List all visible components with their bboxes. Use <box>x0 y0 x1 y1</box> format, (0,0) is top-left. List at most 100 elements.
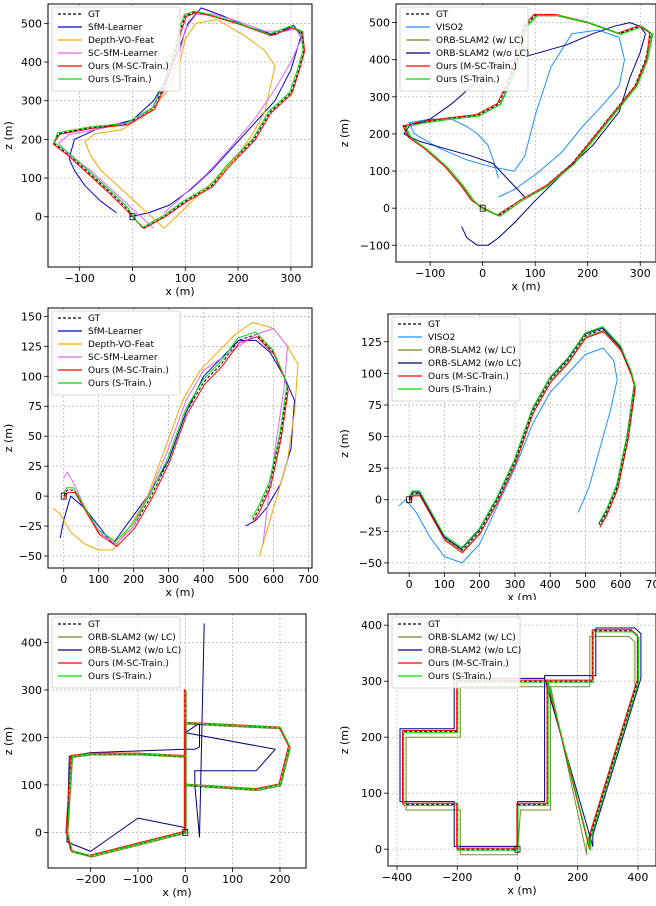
x-tick-label: 100 <box>434 578 455 591</box>
y-tick-label: 25 <box>28 460 42 473</box>
y-tick-label: 75 <box>368 399 382 412</box>
y-tick-label: 300 <box>21 684 42 697</box>
x-tick-label: 700 <box>298 573 319 586</box>
x-tick-label: 500 <box>575 578 596 591</box>
legend-label: GT <box>428 320 441 330</box>
y-tick-label: 300 <box>369 91 390 104</box>
x-tick-label: 200 <box>269 873 290 886</box>
legend-label: Ours (S-Train.) <box>88 379 152 389</box>
y-tick-label: 0 <box>375 494 382 507</box>
legend-label: Ours (M-SC-Train.) <box>88 366 169 376</box>
legend-label: Ours (M-SC-Train.) <box>436 62 517 72</box>
x-tick-label: −200 <box>442 871 472 884</box>
y-tick-label: 200 <box>21 731 42 744</box>
x-tick-label: 400 <box>627 871 648 884</box>
legend-label: Ours (M-SC-Train.) <box>428 372 509 382</box>
legend-label: ORB-SLAM2 (w/ LC) <box>428 346 516 356</box>
series-line <box>66 689 289 855</box>
y-tick-label: −50 <box>19 550 42 563</box>
legend-label: Ours (S-Train.) <box>88 672 152 682</box>
legend-label: ORB-SLAM2 (w/ LC) <box>436 36 524 46</box>
y-tick-label: 200 <box>369 128 390 141</box>
y-axis-label: z (m) <box>338 429 351 458</box>
legend-label: SfM-Learner <box>88 23 143 33</box>
y-tick-label: 0 <box>35 490 42 503</box>
y-tick-label: 400 <box>369 54 390 67</box>
x-tick-label: 0 <box>514 871 521 884</box>
x-tick-label: −100 <box>415 267 445 280</box>
x-tick-label: 0 <box>60 573 67 586</box>
y-tick-label: −25 <box>19 520 42 533</box>
legend: GTSfM-LearnerDepth-VO-FeatSC-SfM-Learner… <box>52 311 180 395</box>
y-tick-label: 75 <box>28 400 42 413</box>
x-tick-label: 400 <box>193 573 214 586</box>
legend-label: ORB-SLAM2 (w/o LC) <box>428 359 521 369</box>
legend-label: Depth-VO-Feat <box>88 36 154 46</box>
y-tick-label: 500 <box>21 17 42 30</box>
legend-label: SC-SfM-Learner <box>88 353 158 363</box>
x-tick-label: 200 <box>228 272 249 285</box>
x-tick-label: 300 <box>630 267 651 280</box>
legend-label: GT <box>88 10 101 20</box>
y-tick-label: 0 <box>375 843 382 856</box>
x-tick-label: −100 <box>123 873 153 886</box>
y-tick-label: 125 <box>21 340 42 353</box>
legend-label: ORB-SLAM2 (w/o LC) <box>436 49 529 59</box>
y-tick-label: 150 <box>21 310 42 323</box>
legend-label: ORB-SLAM2 (w/ LC) <box>428 633 516 643</box>
x-tick-label: 0 <box>182 873 189 886</box>
legend-label: Ours (S-Train.) <box>428 672 492 682</box>
y-tick-label: 0 <box>35 211 42 224</box>
x-axis-label: x (m) <box>511 280 540 293</box>
series-line <box>67 690 290 856</box>
legend-label: Ours (M-SC-Train.) <box>88 62 169 72</box>
y-tick-label: 300 <box>361 675 382 688</box>
legend: GT SfM-Learner Depth-VO-Feat SC-SfM-Learner… <box>52 7 180 91</box>
x-tick-label: 100 <box>88 573 109 586</box>
y-axis-label: z (m) <box>2 121 15 150</box>
y-tick-label: 50 <box>28 430 42 443</box>
legend-label: Ours (S-Train.) <box>428 385 492 395</box>
y-tick-label: 25 <box>368 462 382 475</box>
x-tick-label: 0 <box>406 578 413 591</box>
y-axis-label: z (m) <box>338 119 351 148</box>
y-tick-label: 100 <box>369 165 390 178</box>
y-tick-label: −100 <box>360 239 390 252</box>
legend-label: ORB-SLAM2 (w/o LC) <box>88 646 181 656</box>
x-tick-label: 600 <box>263 573 284 586</box>
series-line <box>67 690 290 856</box>
x-tick-label: 200 <box>123 573 144 586</box>
x-tick-label: 200 <box>469 578 490 591</box>
y-tick-label: 200 <box>21 133 42 146</box>
legend-label: GT <box>88 314 101 324</box>
x-tick-label: 200 <box>577 267 598 280</box>
y-tick-label: 0 <box>383 202 390 215</box>
y-tick-label: 100 <box>21 172 42 185</box>
legend-label: SC-SfM-Learner <box>88 49 158 59</box>
y-tick-label: 125 <box>361 336 382 349</box>
y-tick-label: 300 <box>21 95 42 108</box>
x-axis-label: x (m) <box>165 586 194 599</box>
legend-label: Ours (S-Train.) <box>88 75 152 85</box>
legend-label: Ours (M-SC-Train.) <box>88 659 169 669</box>
x-tick-label: 300 <box>158 573 179 586</box>
x-tick-label: 200 <box>567 871 588 884</box>
y-axis-label: z (m) <box>338 726 351 755</box>
x-tick-label: 100 <box>175 272 196 285</box>
x-tick-label: 400 <box>540 578 561 591</box>
y-tick-label: −50 <box>359 557 382 570</box>
trajectory-panel-4: 0100200300400500600700−50−25025507510012… <box>336 300 656 600</box>
legend-label: ORB-SLAM2 (w/o LC) <box>428 646 521 656</box>
legend-label: VISO2 <box>428 333 455 343</box>
x-tick-label: 0 <box>129 272 136 285</box>
y-tick-label: 100 <box>21 370 42 383</box>
